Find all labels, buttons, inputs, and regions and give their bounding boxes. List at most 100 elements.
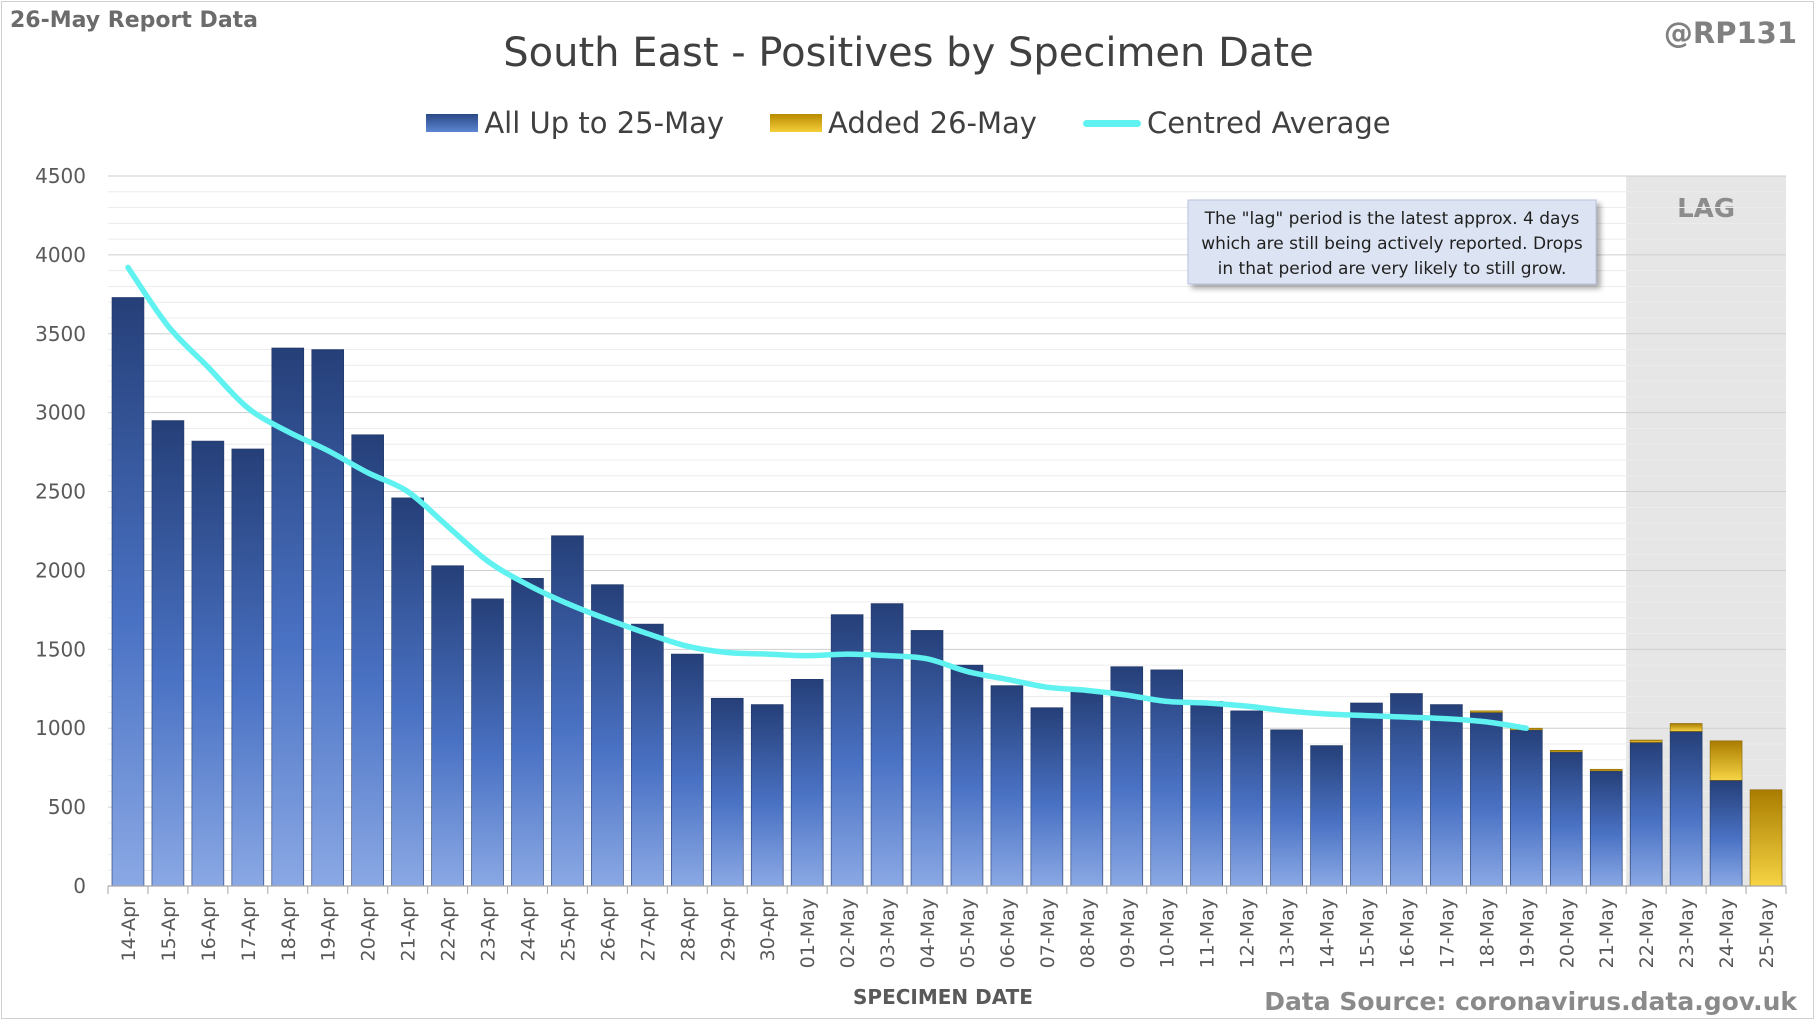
bar-all-up-to	[1070, 690, 1104, 887]
bar-all-up-to	[870, 603, 904, 887]
bar-all-up-to	[551, 535, 584, 887]
bar-all-up-to	[1669, 731, 1703, 887]
chart-title: South East - Positives by Specimen Date	[503, 30, 1314, 76]
y-tick-label: 1000	[35, 716, 86, 740]
bar-all-up-to	[1030, 707, 1064, 887]
x-tick-label: 23-May	[1676, 898, 1698, 968]
x-tick-label: 12-May	[1237, 898, 1259, 968]
x-tick-label: 14-Apr	[118, 898, 140, 962]
bar-all-up-to	[351, 434, 384, 887]
legend-label: Centred Average	[1146, 106, 1391, 140]
bar-all-up-to	[391, 497, 424, 887]
x-tick-label: 14-May	[1317, 898, 1339, 968]
bar-added	[1629, 739, 1663, 743]
y-tick-label: 0	[73, 874, 86, 898]
x-tick-label: 18-May	[1476, 898, 1498, 968]
x-tick-label: 25-May	[1756, 898, 1778, 968]
x-tick-label: 26-Apr	[597, 898, 619, 962]
y-tick-label: 3500	[35, 322, 86, 346]
bar-all-up-to	[231, 448, 265, 887]
x-tick-label: 09-May	[1117, 898, 1139, 968]
bar-all-up-to	[1629, 742, 1663, 887]
bar-all-up-to	[1270, 729, 1303, 887]
x-tick-label: 10-May	[1157, 898, 1179, 968]
lag-note-line: which are still being actively reported.…	[1201, 234, 1583, 254]
x-tick-label: 17-Apr	[238, 898, 260, 962]
bar-all-up-to	[1230, 710, 1263, 887]
bar-all-up-to	[1150, 669, 1184, 887]
bar-all-up-to	[1589, 770, 1623, 887]
x-tick-label: 17-May	[1436, 898, 1458, 968]
x-tick-label: 22-Apr	[438, 898, 460, 962]
x-tick-label: 20-Apr	[358, 898, 380, 962]
data-source: Data Source: coronavirus.data.gov.uk	[1264, 987, 1797, 1016]
x-tick-label: 13-May	[1277, 898, 1299, 968]
legend-swatch-blue	[426, 114, 479, 132]
bar-all-up-to	[790, 679, 824, 887]
x-tick-label: 04-May	[917, 898, 939, 968]
bar-all-up-to	[750, 704, 784, 887]
lag-note-line: in that period are very likely to still …	[1218, 259, 1567, 279]
y-tick-label: 4500	[35, 164, 86, 188]
bar-all-up-to	[830, 614, 864, 887]
x-tick-label: 16-Apr	[198, 898, 220, 962]
bar-all-up-to	[1390, 693, 1423, 887]
x-tick-label: 06-May	[997, 898, 1019, 968]
y-tick-label: 500	[48, 795, 86, 819]
bar-all-up-to	[1430, 704, 1463, 887]
bar-all-up-to	[1549, 751, 1583, 887]
x-tick-label: 28-Apr	[677, 898, 699, 962]
bar-added	[1749, 789, 1783, 887]
legend-swatch-line	[1082, 119, 1141, 127]
bar-all-up-to	[990, 685, 1024, 887]
legend-swatch-gold	[770, 114, 823, 132]
x-tick-label: 08-May	[1077, 898, 1099, 968]
x-tick-label: 23-Apr	[478, 898, 500, 962]
legend-item-centred-average: Centred Average	[1082, 106, 1391, 140]
bar-all-up-to	[950, 664, 984, 887]
bar-all-up-to	[631, 623, 664, 887]
bar-all-up-to	[1110, 666, 1144, 887]
x-tick-label: 20-May	[1556, 898, 1578, 968]
bar-all-up-to	[671, 653, 704, 887]
bar-added	[1709, 740, 1743, 781]
bar-all-up-to	[1310, 745, 1343, 887]
bar-all-up-to	[311, 349, 345, 887]
x-tick-label: 11-May	[1197, 898, 1219, 968]
legend-item-added: Added 26-May	[770, 106, 1037, 140]
bar-all-up-to	[1709, 779, 1743, 887]
bar-all-up-to	[910, 630, 944, 887]
y-tick-label: 3000	[35, 401, 86, 425]
bar-added	[1549, 750, 1583, 753]
x-tick-label: 02-May	[837, 898, 859, 968]
report-date-label: 26-May Report Data	[10, 8, 259, 33]
x-tick-label: 27-Apr	[637, 898, 659, 962]
bar-all-up-to	[191, 440, 225, 887]
x-axis-title: SPECIMEN DATE	[853, 985, 1033, 1009]
bar-added	[1669, 723, 1703, 732]
bar-all-up-to	[511, 578, 544, 887]
centred-average-line	[125, 264, 1530, 731]
legend-item-all-up-to: All Up to 25-May	[426, 106, 724, 140]
x-tick-label: 21-Apr	[398, 898, 420, 962]
bar-all-up-to	[111, 297, 145, 887]
x-tick-label: 24-Apr	[518, 898, 540, 962]
x-tick-label: 03-May	[877, 898, 899, 968]
x-tick-label: 19-May	[1516, 898, 1538, 968]
bar-all-up-to	[1190, 701, 1223, 887]
x-tick-label: 15-Apr	[158, 898, 180, 962]
bar-all-up-to	[1510, 729, 1543, 887]
x-tick-label: 24-May	[1716, 898, 1738, 968]
x-tick-label: 30-Apr	[757, 898, 779, 962]
y-tick-label: 2500	[35, 480, 86, 504]
author-handle: @RP131	[1663, 16, 1797, 50]
bar-all-up-to	[431, 565, 464, 887]
legend-label: Added 26-May	[828, 106, 1037, 140]
x-tick-label: 22-May	[1636, 898, 1658, 968]
x-tick-label: 01-May	[797, 898, 819, 968]
x-tick-label: 15-May	[1357, 898, 1379, 968]
bar-added	[1470, 710, 1503, 713]
x-tick-label: 29-Apr	[717, 898, 739, 962]
